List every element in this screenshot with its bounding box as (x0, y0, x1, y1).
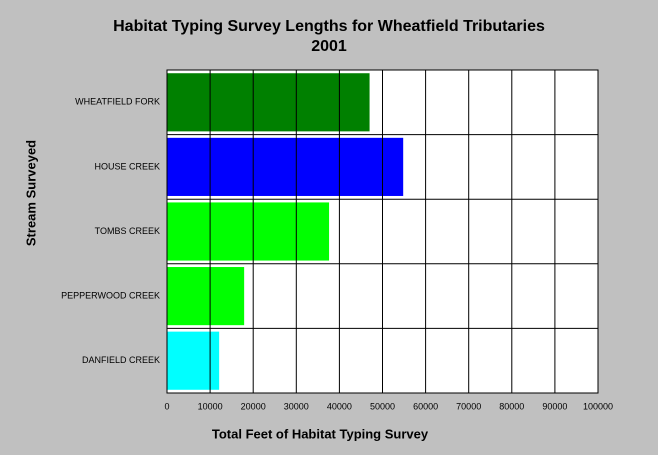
x-tick-label: 10000 (198, 401, 223, 411)
y-tick-label: HOUSE CREEK (94, 161, 160, 171)
x-tick-label: 30000 (284, 401, 309, 411)
y-tick-label: DANFIELD CREEK (82, 355, 160, 365)
bar (167, 202, 330, 261)
chart-subtitle: 2001 (311, 38, 347, 55)
x-tick-label: 50000 (370, 401, 395, 411)
y-tick-label: TOMBS CREEK (95, 226, 160, 236)
x-tick-label: 40000 (327, 401, 352, 411)
y-axis-label: Stream Surveyed (23, 140, 38, 246)
bar (167, 73, 370, 132)
x-tick-label: 90000 (542, 401, 567, 411)
x-axis-label: Total Feet of Habitat Typing Survey (212, 426, 429, 441)
bar (167, 137, 404, 196)
y-tick-label: WHEATFIELD FORK (75, 97, 160, 107)
plot-border (166, 69, 599, 394)
bar (167, 331, 220, 390)
x-tick-label: 80000 (499, 401, 524, 411)
x-tick-label: 100000 (583, 401, 613, 411)
x-tick-label: 60000 (413, 401, 438, 411)
y-tick-label: PEPPERWOOD CREEK (61, 290, 160, 300)
chart-title: Habitat Typing Survey Lengths for Wheatf… (113, 18, 545, 35)
x-tick-label: 70000 (456, 401, 481, 411)
x-tick-label: 0 (164, 401, 169, 411)
bar (167, 267, 245, 326)
x-tick-label: 20000 (241, 401, 266, 411)
